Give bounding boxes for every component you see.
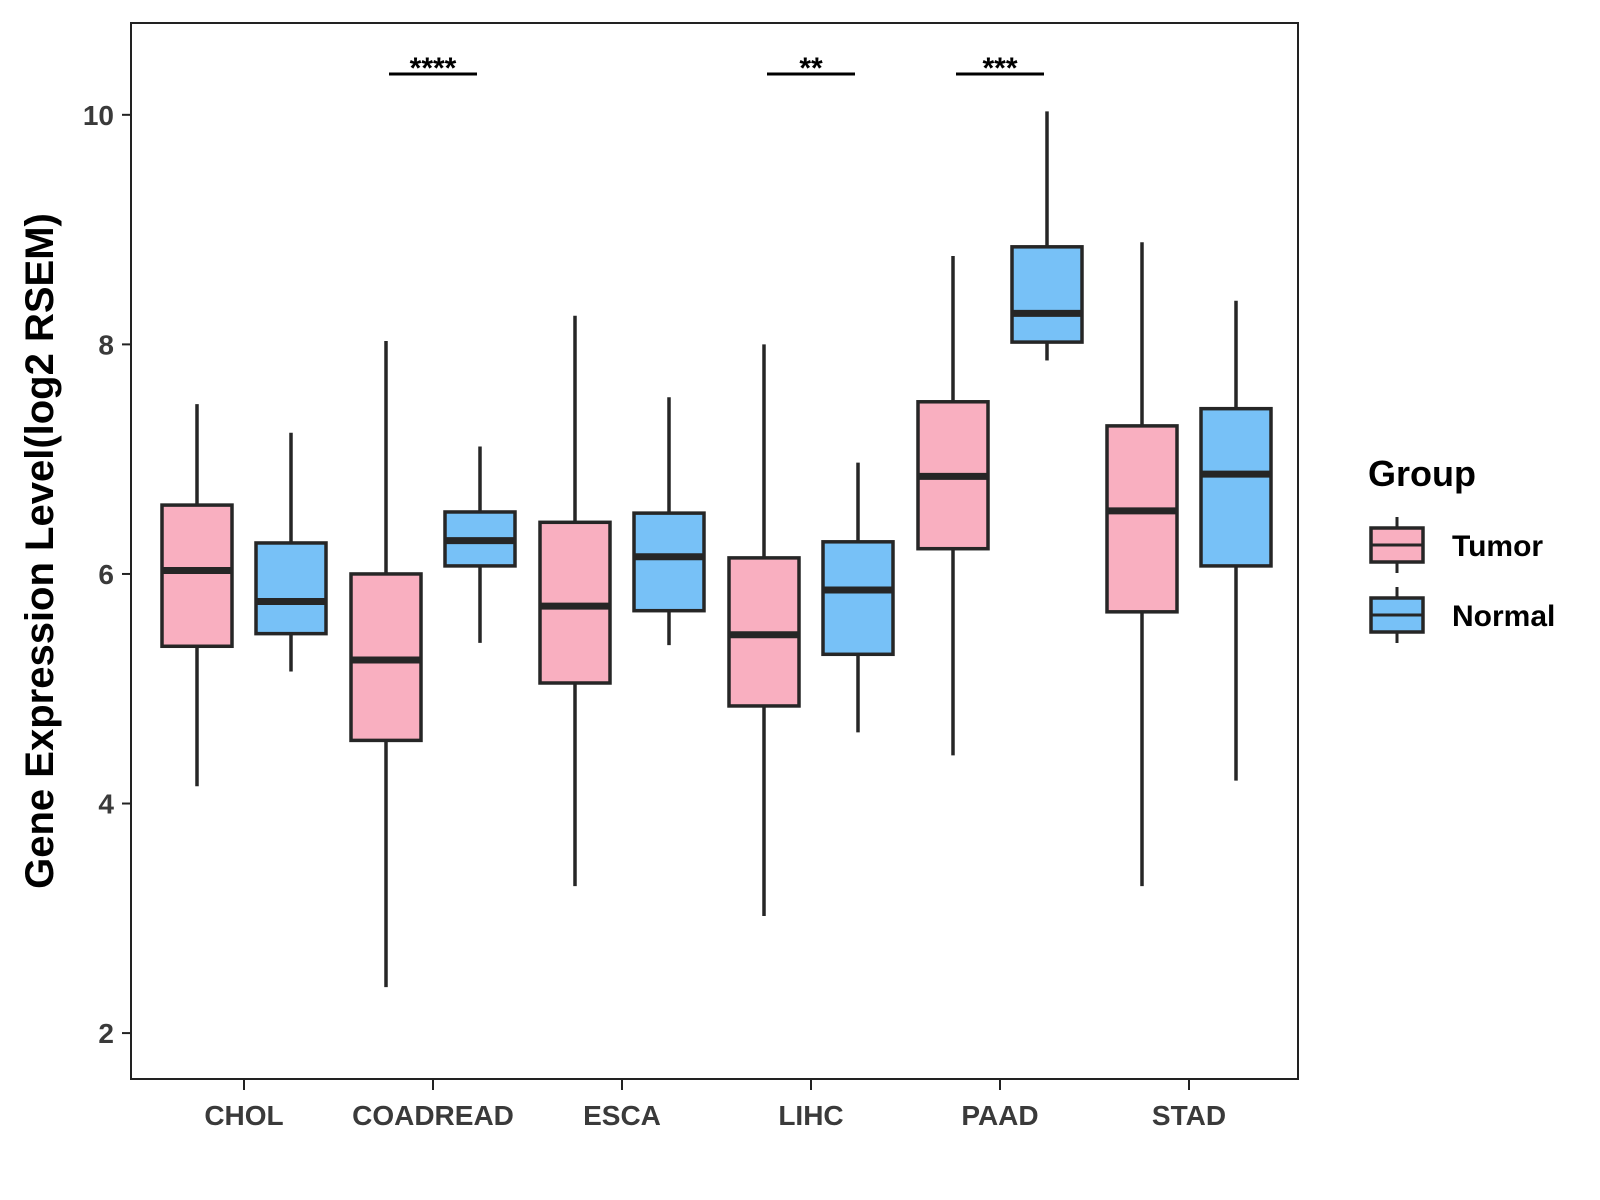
significance-label: *** <box>982 52 1017 85</box>
y-tick-label: 8 <box>98 329 114 360</box>
x-tick-label: CHOL <box>204 1100 283 1131</box>
legend-label: Normal <box>1452 600 1555 633</box>
x-tick-label: ESCA <box>583 1100 661 1131</box>
y-tick-label: 4 <box>98 789 114 820</box>
box-normal <box>254 541 328 636</box>
box-normal <box>1199 406 1273 568</box>
plot-panel <box>130 22 1299 1080</box>
legend-title: Group <box>1368 453 1476 494</box>
box-normal <box>632 511 706 613</box>
x-tick-label: COADREAD <box>352 1100 514 1131</box>
y-axis-title: Gene Expression Level(log2 RSEM) <box>18 213 62 889</box>
x-tick-label: PAAD <box>961 1100 1038 1131</box>
box-normal <box>1010 245 1084 344</box>
box-tumor <box>160 503 234 649</box>
significance-label: **** <box>410 52 457 85</box>
box-tumor <box>1105 424 1179 614</box>
legend-label: Tumor <box>1452 530 1543 563</box>
y-tick-label: 2 <box>98 1018 114 1049</box>
y-tick-label: 10 <box>83 100 114 131</box>
significance-label: ** <box>799 52 823 85</box>
x-tick-label: STAD <box>1152 1100 1226 1131</box>
y-tick-label: 6 <box>98 559 114 590</box>
x-tick-label: LIHC <box>778 1100 843 1131</box>
box-normal <box>821 540 895 657</box>
